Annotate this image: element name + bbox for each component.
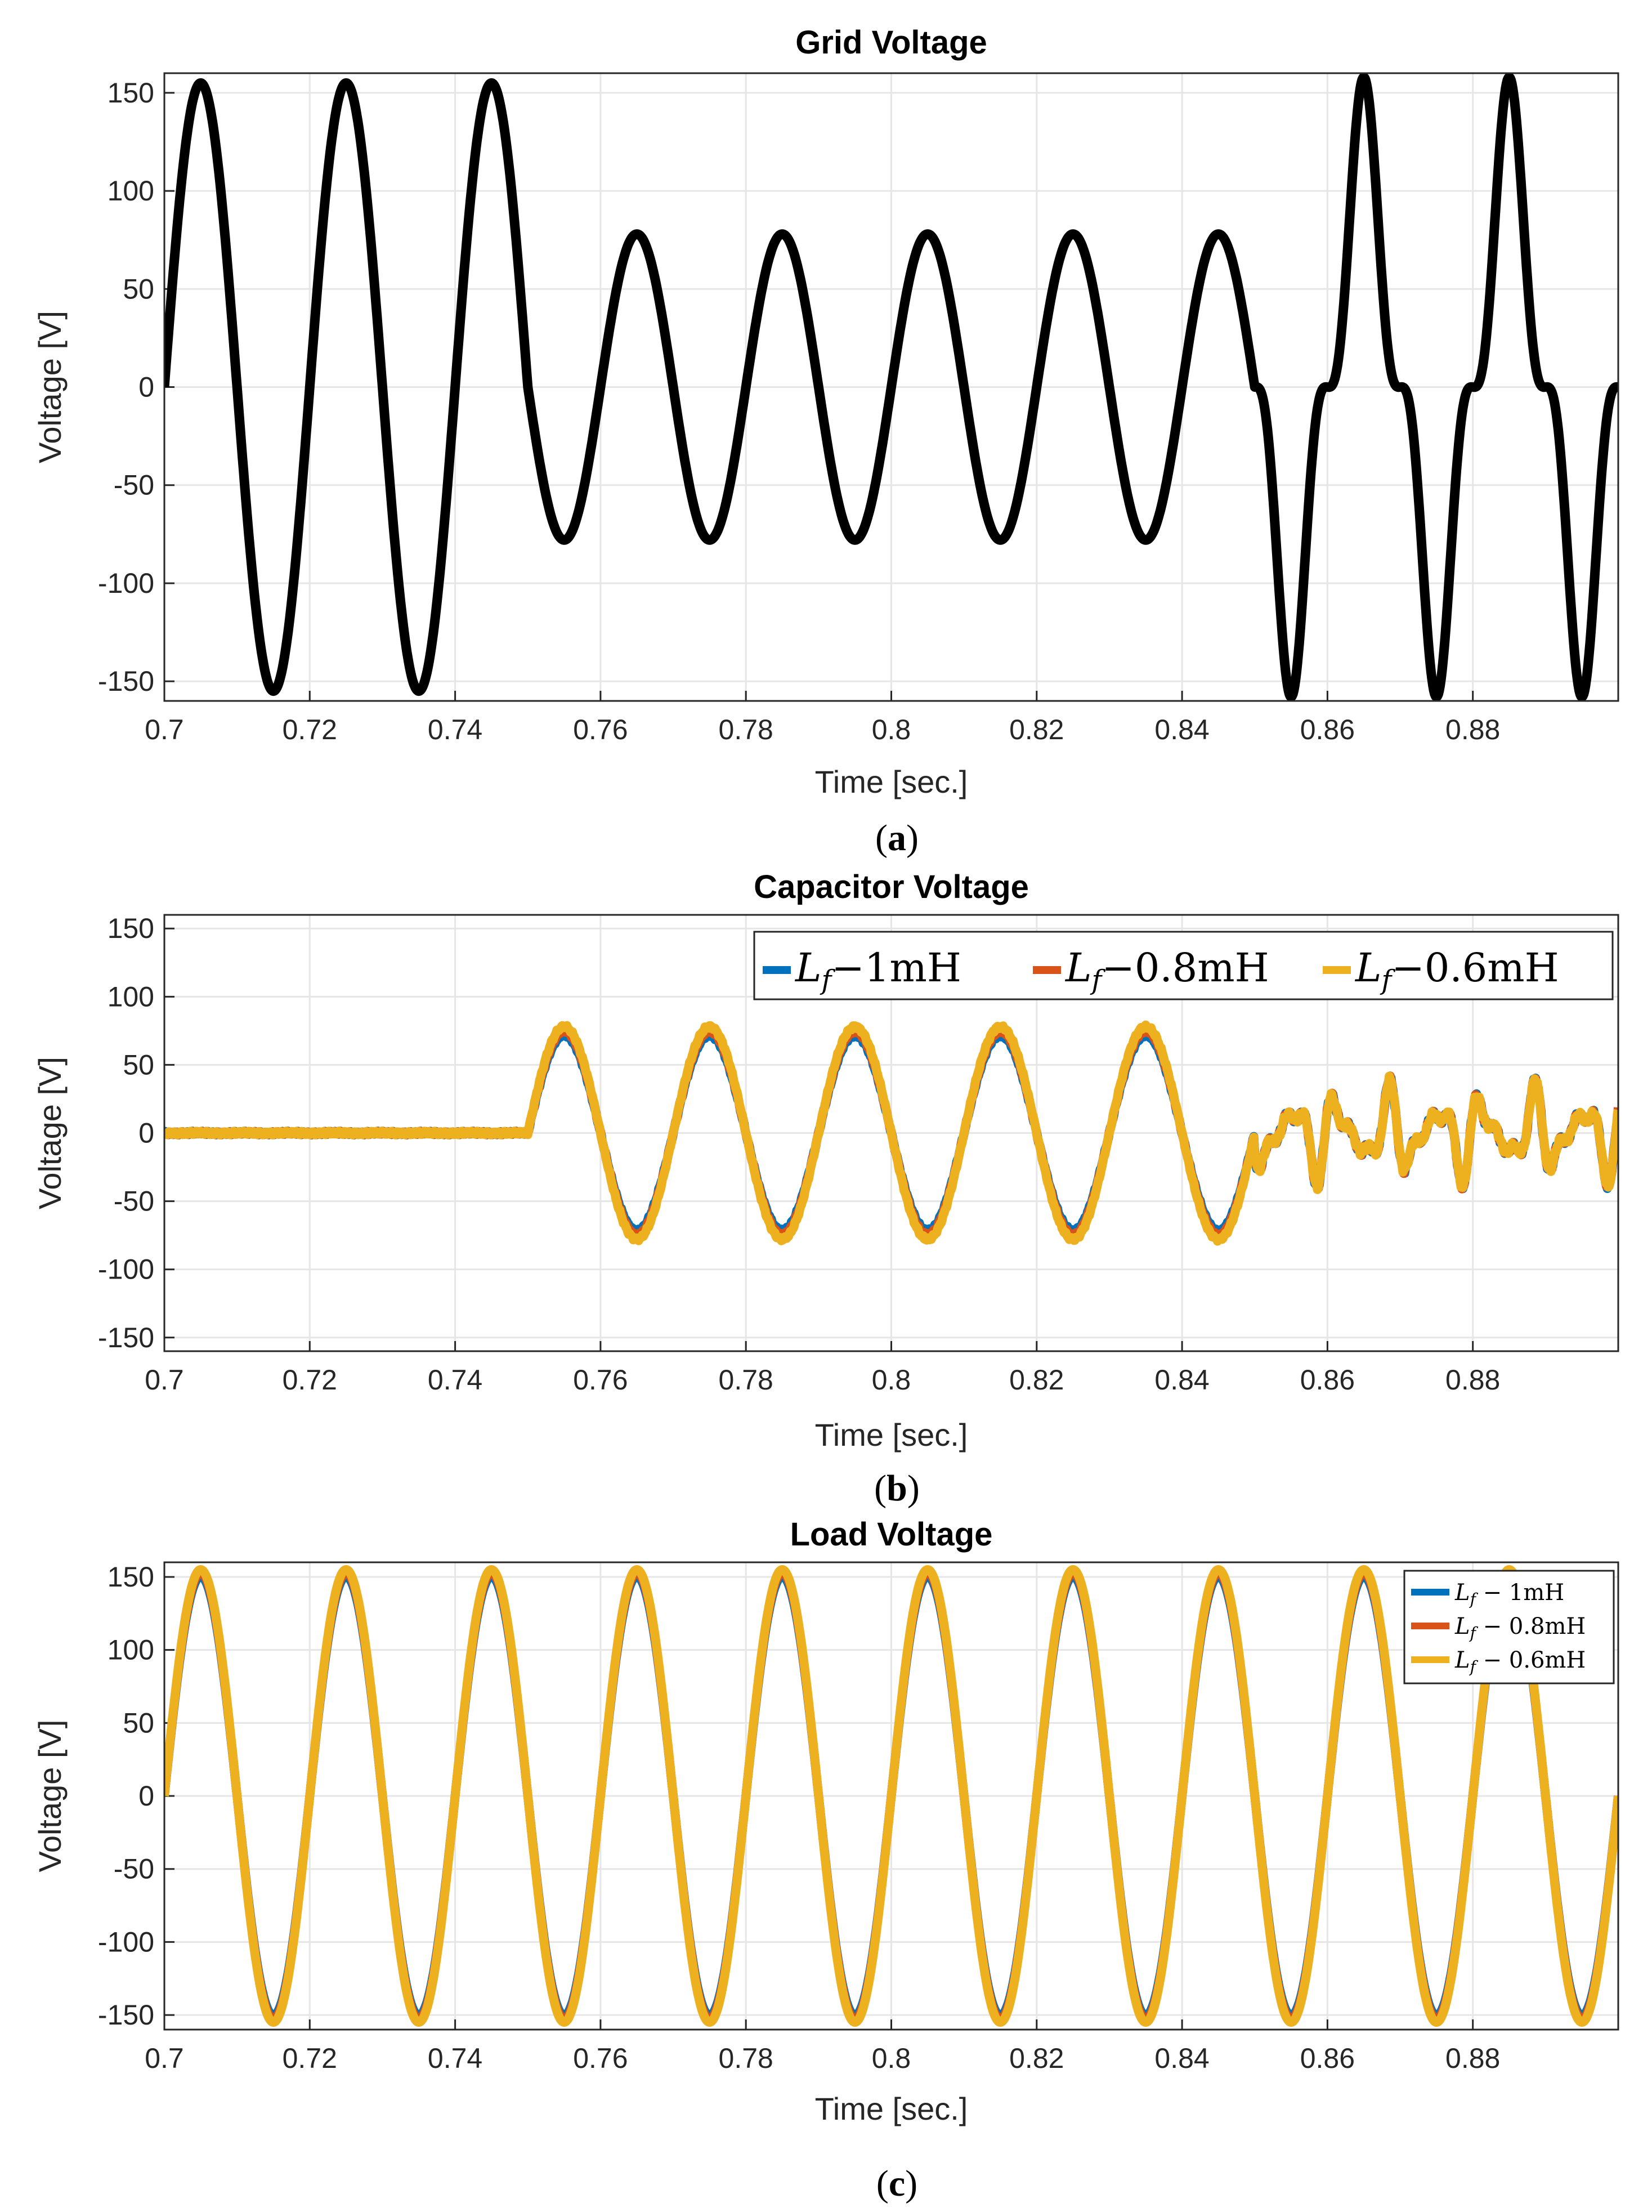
- plot-frame: [163, 914, 1619, 1352]
- y-tick-label: 150: [108, 913, 154, 944]
- grid-voltage-chart: 0.7 0.72 0.74 0.76 0.78 0.8 0.82 0.84 0.86 0.88 15…: [32, 24, 1619, 859]
- x-tick-label: 0.8: [872, 1364, 911, 1396]
- x-tick-label: 0.8: [872, 2043, 911, 2074]
- y-axis-label: Voltage [V]: [32, 1057, 68, 1209]
- x-tick-label: 0.7: [145, 2043, 184, 2074]
- legend-entry: Lf−0.6mH: [1354, 945, 1559, 996]
- y-tick-label: -100: [98, 1926, 154, 1958]
- x-tick-label: 0.76: [573, 714, 628, 745]
- y-tick-label: 50: [123, 1707, 154, 1739]
- panel-caption: (a): [875, 817, 919, 859]
- series-line-3: [164, 1565, 1618, 2027]
- x-tick-label: 0.72: [283, 1364, 337, 1396]
- x-tick-label: 0.8: [872, 714, 911, 745]
- y-tick-label: 50: [123, 273, 154, 305]
- y-tick-label: 100: [108, 981, 154, 1012]
- y-tick-label: 100: [108, 175, 154, 207]
- x-tick-label: 0.84: [1154, 714, 1209, 745]
- legend-entry: Lf − 0.8mH: [1454, 1614, 1586, 1642]
- x-tick-label: 0.86: [1300, 2043, 1355, 2074]
- x-tick-label: 0.7: [145, 1364, 184, 1396]
- x-axis-label: Time [sec.]: [815, 2091, 968, 2126]
- x-tick-label: 0.88: [1445, 2043, 1500, 2074]
- capacitor-voltage-chart: 0.7 0.72 0.74 0.76 0.78 0.8 0.82 0.84 0.86 0.88 15…: [32, 869, 1619, 1509]
- x-tick-label: 0.84: [1154, 1364, 1209, 1396]
- chart-title: Load Voltage: [790, 1516, 993, 1553]
- y-tick-label: -100: [98, 1254, 154, 1285]
- x-tick-label: 0.86: [1300, 714, 1355, 745]
- load-voltage-chart: 0.7 0.72 0.74 0.76 0.78 0.8 0.82 0.84 0.86 0.88 15…: [32, 1516, 1619, 2204]
- x-tick-label: 0.82: [1009, 714, 1064, 745]
- y-tick-label: 100: [108, 1634, 154, 1666]
- y-axis-label: Voltage [V]: [32, 311, 68, 463]
- x-tick-label: 0.82: [1009, 2043, 1064, 2074]
- x-tick-label: 0.76: [573, 1364, 628, 1396]
- y-axis-label: Voltage [V]: [32, 1720, 68, 1873]
- x-tick-label: 0.88: [1445, 714, 1500, 745]
- y-tick-label: 150: [108, 1561, 154, 1593]
- series-line-3: [164, 1020, 1618, 1246]
- x-tick-label: 0.86: [1300, 1364, 1355, 1396]
- x-tick-label: 0.74: [428, 2043, 482, 2074]
- x-tick-label: 0.78: [719, 1364, 773, 1396]
- x-tick-label: 0.7: [145, 714, 184, 745]
- y-tick-label: 0: [138, 1780, 154, 1812]
- y-tick-label: -50: [114, 1853, 154, 1885]
- legend-entry: Lf−1mH: [794, 945, 961, 996]
- legend-entry: Lf−0.8mH: [1064, 945, 1269, 996]
- chart-title: Grid Voltage: [795, 24, 987, 61]
- x-tick-label: 0.78: [719, 2043, 773, 2074]
- y-tick-label: 50: [123, 1049, 154, 1080]
- legend-entry: Lf − 1mH: [1454, 1580, 1564, 1608]
- x-tick-label: 0.78: [719, 714, 773, 745]
- y-tick-label: -150: [98, 1322, 154, 1353]
- panel-caption: (c): [876, 2163, 917, 2204]
- x-tick-label: 0.76: [573, 2043, 628, 2074]
- y-tick-label: 0: [138, 372, 154, 403]
- x-tick-label: 0.74: [428, 1364, 482, 1396]
- series-line-1: [164, 73, 1618, 701]
- y-tick-label: -100: [98, 567, 154, 599]
- legend-entry: Lf − 0.6mH: [1454, 1647, 1586, 1676]
- plot-frame: [163, 72, 1619, 702]
- chart-title: Capacitor Voltage: [754, 869, 1029, 905]
- y-tick-label: -50: [114, 470, 154, 501]
- x-tick-label: 0.82: [1009, 1364, 1064, 1396]
- x-axis-label: Time [sec.]: [815, 764, 968, 799]
- x-axis-label: Time [sec.]: [815, 1417, 968, 1453]
- x-tick-label: 0.72: [283, 2043, 337, 2074]
- y-tick-label: -150: [98, 665, 154, 697]
- plot-frame: [163, 1561, 1619, 2031]
- y-tick-label: -150: [98, 1999, 154, 2031]
- y-tick-label: -50: [114, 1186, 154, 1217]
- y-tick-label: 0: [138, 1118, 154, 1149]
- x-tick-label: 0.74: [428, 714, 482, 745]
- legend-box: [753, 931, 1614, 1000]
- x-tick-label: 0.88: [1445, 1364, 1500, 1396]
- y-tick-label: 150: [108, 77, 154, 109]
- x-tick-label: 0.84: [1154, 2043, 1209, 2074]
- x-tick-label: 0.72: [283, 714, 337, 745]
- panel-caption: (b): [874, 1468, 920, 1509]
